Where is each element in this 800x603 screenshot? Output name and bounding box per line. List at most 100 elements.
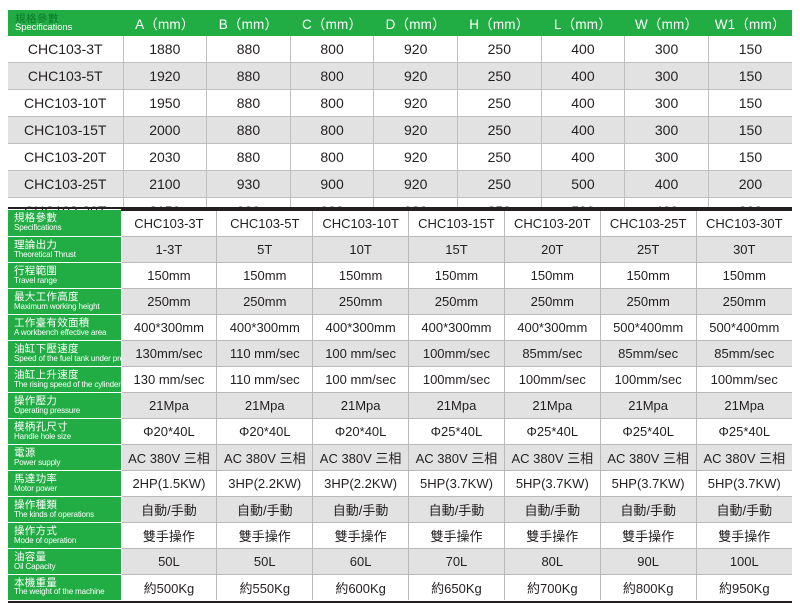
parameter-label-en: Theoretical Thrust bbox=[14, 249, 76, 259]
parameter-label-cn: 工作臺有效面積 bbox=[14, 316, 90, 329]
table-row: 馬達功率 Motor power 2HP(1.5KW) 3HP(2.2KW) 3HP(2… bbox=[8, 470, 792, 497]
parameter-value-cell: 250mm bbox=[504, 288, 601, 315]
parameter-value-cell: 雙手操作 bbox=[312, 522, 410, 549]
dimension-column-header-2: B（mm） bbox=[206, 10, 291, 36]
parameter-value-cell: 100 mm/sec bbox=[312, 366, 410, 393]
dimension-value-cell: 900 bbox=[290, 170, 375, 198]
parameter-value-cell: CHC103-3T bbox=[121, 209, 218, 237]
parameter-label-cn: 本機重量 bbox=[14, 576, 58, 589]
parameter-value-cell: 21Mpa bbox=[408, 392, 505, 419]
dimension-value-cell: 880 bbox=[206, 89, 291, 117]
parameter-label-cell: 電源 Power supply bbox=[8, 444, 122, 471]
parameter-value-cell: 3HP(2.2KW) bbox=[312, 470, 410, 497]
parameter-label-en: Power supply bbox=[14, 457, 61, 467]
dimension-value-cell: 400 bbox=[541, 89, 626, 117]
parameter-value-cell: CHC103-30T bbox=[696, 209, 792, 237]
model-cell: CHC103-20T bbox=[8, 143, 124, 171]
parameter-label-cell: 操作壓力 Operating pressure bbox=[8, 392, 122, 419]
dimension-column-header-6: L（mm） bbox=[541, 10, 625, 36]
table-row: CHC103-15T 2000 880 800 920 250 400 300 150 bbox=[8, 116, 792, 144]
parameter-label-cell: 馬達功率 Motor power bbox=[8, 470, 122, 497]
parameter-value-cell: 70L bbox=[408, 548, 505, 575]
parameter-value-cell: 雙手操作 bbox=[216, 522, 314, 549]
model-cell: CHC103-15T bbox=[8, 116, 124, 144]
parameter-value-cell: 雙手操作 bbox=[600, 522, 697, 549]
parameter-value-cell: 110 mm/sec bbox=[216, 366, 314, 393]
dimension-value-cell: 150 bbox=[708, 36, 792, 63]
parameter-value-cell: 150mm bbox=[312, 262, 410, 289]
dimension-value-cell: 800 bbox=[290, 36, 375, 63]
spec-sheet: 規格參數 Specifications A（mm） B（mm） C（mm） D（mm）… bbox=[8, 10, 792, 603]
parameter-value-cell: 100 mm/sec bbox=[312, 340, 410, 367]
dimension-value-cell: 300 bbox=[624, 143, 709, 171]
dimension-value-cell: 250 bbox=[457, 36, 542, 63]
parameter-label-cn: 操作方式 bbox=[14, 524, 58, 537]
dimension-value-cell: 920 bbox=[373, 89, 458, 117]
dimension-value-cell: 930 bbox=[206, 170, 291, 198]
dimension-value-cell: 880 bbox=[206, 143, 291, 171]
parameter-label-cn: 最大工作高度 bbox=[14, 290, 79, 303]
dimension-value-cell: 250 bbox=[457, 89, 542, 117]
table-row: 工作臺有效面積 A workbench effective area 400*300… bbox=[8, 314, 792, 341]
dimension-column-header-5: H（mm） bbox=[457, 10, 542, 36]
dimension-value-cell: 920 bbox=[373, 116, 458, 144]
parameter-label-en: Operating pressure bbox=[14, 405, 81, 415]
parameter-value-cell: 100L bbox=[696, 548, 792, 575]
parameter-value-cell: AC 380V 三相 bbox=[312, 444, 410, 471]
table-row: 模柄孔尺寸 Handle hole size Φ20*40L Φ20*40L Φ20*4… bbox=[8, 418, 792, 445]
dimension-value-cell: 300 bbox=[624, 89, 709, 117]
dimension-value-cell: 400 bbox=[541, 143, 626, 171]
parameter-value-cell: 5HP(3.7KW) bbox=[696, 470, 792, 497]
dimension-value-cell: 1880 bbox=[123, 36, 208, 63]
parameter-value-cell: 約600Kg bbox=[312, 574, 410, 600]
parameter-value-cell: AC 380V 三相 bbox=[504, 444, 601, 471]
parameter-label-cn: 模柄孔尺寸 bbox=[14, 420, 68, 433]
dimension-value-cell: 250 bbox=[457, 116, 542, 144]
parameter-value-cell: 21Mpa bbox=[312, 392, 410, 419]
parameter-label-cn: 電源 bbox=[14, 446, 36, 459]
parameter-table: 規格參數 Specifications CHC103-3T CHC103-5T CHC1… bbox=[8, 209, 792, 601]
table-row: 油容量 Oil Capacity 50L 50L 60L 70L 80L 90L 100L bbox=[8, 548, 792, 575]
parameter-value-cell: 60L bbox=[312, 548, 410, 575]
parameter-value-cell: 雙手操作 bbox=[121, 522, 218, 549]
dimension-value-cell: 200 bbox=[708, 170, 792, 198]
dimension-value-cell: 250 bbox=[457, 143, 542, 171]
parameter-value-cell: 21Mpa bbox=[600, 392, 697, 419]
parameter-value-cell: 80L bbox=[504, 548, 601, 575]
parameter-label-cell: 理論出力 Theoretical Thrust bbox=[8, 236, 122, 263]
dimension-value-cell: 800 bbox=[290, 116, 375, 144]
parameter-label-cell: 規格參數 Specifications bbox=[8, 210, 122, 237]
parameter-value-cell: 250mm bbox=[600, 288, 697, 315]
dimension-value-cell: 500 bbox=[541, 170, 626, 198]
parameter-value-cell: 50L bbox=[121, 548, 218, 575]
parameter-label-cn: 操作種類 bbox=[14, 498, 58, 511]
model-cell: CHC103-5T bbox=[8, 62, 124, 90]
parameter-label-en: The rising speed of the cylinder bbox=[14, 379, 121, 389]
table-row: CHC103-5T 1920 880 800 920 250 400 300 150 bbox=[8, 62, 792, 90]
parameter-label-en: Maximum working height bbox=[14, 301, 100, 311]
dimension-value-cell: 880 bbox=[206, 62, 291, 90]
parameter-value-cell: 自動/手動 bbox=[696, 496, 792, 523]
parameter-value-cell: 5T bbox=[216, 236, 314, 263]
parameter-value-cell: 250mm bbox=[408, 288, 505, 315]
parameter-label-cell: 油缸上升速度 The rising speed of the cylinder bbox=[8, 366, 122, 393]
parameter-value-cell: 85mm/sec bbox=[600, 340, 697, 367]
parameter-label-cn: 油容量 bbox=[14, 550, 47, 563]
table-row: 規格參數 Specifications CHC103-3T CHC103-5T CHC1… bbox=[8, 209, 792, 237]
dimension-value-cell: 2030 bbox=[123, 143, 208, 171]
table-row: 理論出力 Theoretical Thrust 1-3T 5T 10T 15T 20T 25T… bbox=[8, 236, 792, 263]
dimension-value-cell: 150 bbox=[708, 89, 792, 117]
dimension-value-cell: 2000 bbox=[123, 116, 208, 144]
parameter-value-cell: AC 380V 三相 bbox=[408, 444, 505, 471]
dimension-value-cell: 2100 bbox=[123, 170, 208, 198]
parameter-value-cell: 400*300mm bbox=[312, 314, 410, 341]
parameter-value-cell: 250mm bbox=[121, 288, 218, 315]
parameter-label-cn: 油缸下壓速度 bbox=[14, 342, 79, 355]
model-cell: CHC103-3T bbox=[8, 36, 124, 63]
parameter-value-cell: 5HP(3.7KW) bbox=[600, 470, 697, 497]
parameter-label-cell: 模柄孔尺寸 Handle hole size bbox=[8, 418, 122, 445]
table-row: 操作種類 The kinds of operations 自動/手動 自動/手動 自動/… bbox=[8, 496, 792, 523]
dimension-value-cell: 1950 bbox=[123, 89, 208, 117]
parameter-label-cn: 馬達功率 bbox=[14, 472, 58, 485]
